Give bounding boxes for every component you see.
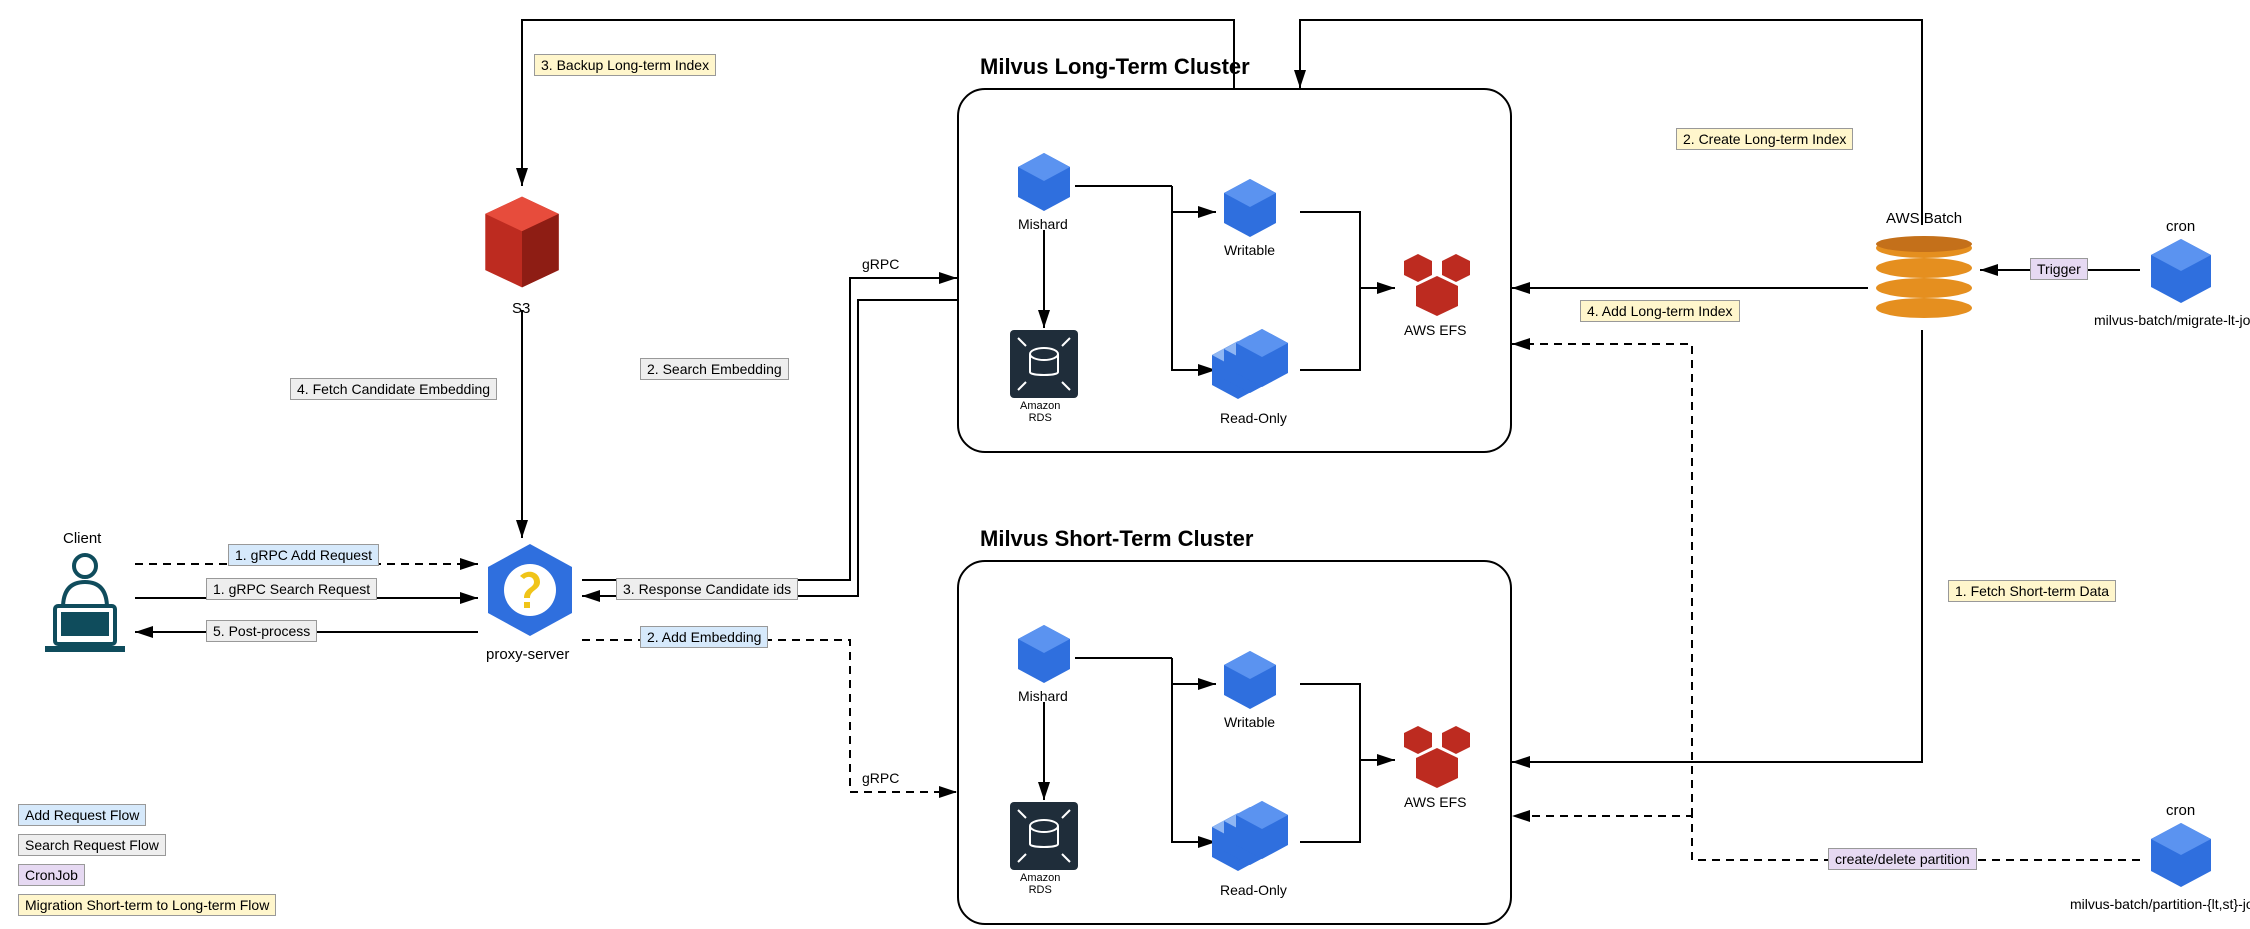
st-rds-icon: [1010, 802, 1078, 870]
st-readonly-icon: [1206, 798, 1296, 878]
edge-add-emb: 2. Add Embedding: [640, 626, 768, 648]
edge-add-lt: 4. Add Long-term Index: [1580, 300, 1740, 322]
edge-fetch-cand: 4. Fetch Candidate Embedding: [290, 378, 497, 400]
cron1-icon: [2146, 236, 2216, 306]
lt-readonly-label: Read-Only: [1220, 410, 1287, 426]
edge-create-del: create/delete partition: [1828, 848, 1977, 870]
lt-mishard-label: Mishard: [1018, 216, 1068, 232]
lt-writable-icon: [1218, 176, 1282, 240]
cron2-sub: milvus-batch/partition-{lt,st}-job: [2070, 896, 2250, 912]
lt-rds-label: Amazon RDS: [1020, 400, 1060, 424]
st-mishard-label: Mishard: [1018, 688, 1068, 704]
edge-search-emb: 2. Search Embedding: [640, 358, 789, 380]
st-grpc-label: gRPC: [862, 770, 899, 786]
st-mishard-icon: [1012, 622, 1076, 686]
edge-resp-ids: 3. Response Candidate ids: [616, 578, 798, 600]
st-cluster-title: Milvus Short-Term Cluster: [980, 526, 1253, 552]
legend-mig: Migration Short-term to Long-term Flow: [18, 894, 276, 916]
proxy-icon: [480, 540, 580, 640]
aws-batch-icon: [1870, 228, 1978, 328]
edge-backup: 3. Backup Long-term Index: [534, 54, 716, 76]
s3-icon: [468, 188, 576, 296]
client-label: Client: [63, 530, 101, 547]
lt-readonly-icon: [1206, 326, 1296, 406]
edge-create-lt: 2. Create Long-term Index: [1676, 128, 1853, 150]
st-writable-icon: [1218, 648, 1282, 712]
st-readonly-label: Read-Only: [1220, 882, 1287, 898]
legend-add: Add Request Flow: [18, 804, 146, 826]
lt-efs-label: AWS EFS: [1404, 322, 1467, 338]
cron2-label: cron: [2166, 802, 2195, 819]
st-writable-label: Writable: [1224, 714, 1275, 730]
legend-search: Search Request Flow: [18, 834, 166, 856]
proxy-label: proxy-server: [486, 646, 569, 663]
edge-trigger: Trigger: [2030, 258, 2088, 280]
lt-cluster-title: Milvus Long-Term Cluster: [980, 54, 1250, 80]
legend-cron: CronJob: [18, 864, 85, 886]
lt-grpc-label: gRPC: [862, 256, 899, 272]
cron1-label: cron: [2166, 218, 2195, 235]
s3-label: S3: [512, 300, 530, 317]
client-icon: [35, 548, 135, 658]
cron1-sub: milvus-batch/migrate-lt-job: [2094, 312, 2250, 328]
lt-writable-label: Writable: [1224, 242, 1275, 258]
lt-rds-icon: [1010, 330, 1078, 398]
st-efs-label: AWS EFS: [1404, 794, 1467, 810]
st-rds-label: Amazon RDS: [1020, 872, 1060, 896]
edge-search-req: 1. gRPC Search Request: [206, 578, 377, 600]
aws-batch-label: AWS Batch: [1886, 210, 1962, 227]
lt-efs-icon: [1398, 248, 1476, 318]
edge-post: 5. Post-process: [206, 620, 317, 642]
cron2-icon: [2146, 820, 2216, 890]
st-efs-icon: [1398, 720, 1476, 790]
edge-fetch-st: 1. Fetch Short-term Data: [1948, 580, 2116, 602]
edge-add-req: 1. gRPC Add Request: [228, 544, 379, 566]
lt-mishard-icon: [1012, 150, 1076, 214]
